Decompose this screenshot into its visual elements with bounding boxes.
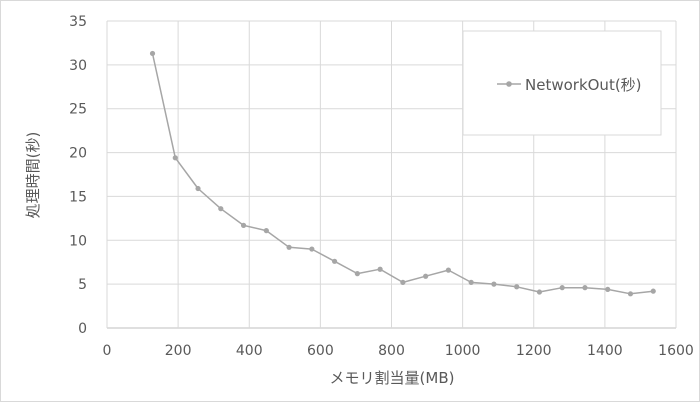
- y-tick-label: 25: [69, 102, 87, 118]
- x-tick-label: 1200: [516, 343, 552, 359]
- data-point: [468, 279, 474, 285]
- y-tick-label: 10: [69, 233, 87, 249]
- data-point: [559, 285, 565, 291]
- data-point: [195, 185, 201, 192]
- x-tick-label: 0: [103, 343, 112, 359]
- data-point: [332, 258, 338, 264]
- x-tick-label: 1600: [658, 343, 694, 359]
- legend: NetworkOut(秒): [462, 30, 662, 136]
- data-point: [149, 50, 156, 57]
- data-point: [377, 266, 383, 272]
- gridlines: [106, 20, 677, 329]
- y-tick-label: 0: [78, 321, 87, 337]
- data-point: [605, 286, 611, 293]
- data-point: [650, 288, 656, 294]
- data-point: [286, 244, 292, 250]
- x-axis-label: メモリ割当量(MB): [330, 369, 455, 387]
- plot-area: [149, 50, 656, 297]
- data-point: [445, 267, 451, 273]
- y-tick-label: 35: [69, 14, 87, 30]
- data-point: [423, 273, 429, 279]
- x-axis-ticks: 0 200 400 600 800 1000 1200 1400 1600: [103, 343, 694, 359]
- y-tick-label: 5: [78, 277, 87, 293]
- y-axis-label: 処理時間(秒): [24, 132, 42, 219]
- x-tick-label: 1000: [445, 343, 481, 359]
- data-point: [309, 246, 315, 252]
- x-tick-label: 800: [378, 343, 405, 359]
- data-point: [218, 206, 224, 212]
- data-point: [400, 279, 406, 285]
- data-point: [263, 228, 269, 234]
- data-point: [514, 284, 520, 290]
- data-point: [582, 285, 588, 291]
- data-point: [240, 222, 247, 228]
- x-tick-label: 200: [165, 343, 192, 359]
- x-tick-label: 600: [307, 343, 334, 359]
- y-tick-label: 20: [69, 146, 87, 162]
- y-axis-ticks: 0 5 10 15 20 25 30 35: [69, 14, 87, 337]
- legend-series-label: NetworkOut(秒): [525, 76, 642, 94]
- x-tick-label: 400: [236, 343, 263, 359]
- data-point: [627, 291, 634, 297]
- y-tick-label: 15: [69, 189, 87, 205]
- data-point: [172, 155, 178, 161]
- y-tick-label: 30: [69, 58, 87, 74]
- x-tick-label: 1400: [587, 343, 623, 359]
- data-point: [354, 271, 360, 277]
- data-point: [536, 289, 543, 295]
- legend-box: [462, 30, 662, 136]
- data-point: [491, 281, 497, 287]
- legend-point-marker: [506, 81, 512, 87]
